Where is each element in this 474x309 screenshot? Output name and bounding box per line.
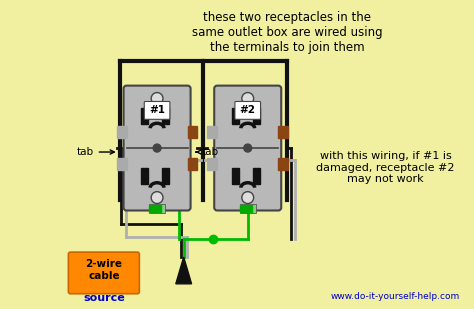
Bar [240,204,255,214]
Bar [278,126,288,138]
Bar [207,126,217,138]
Text: #1: #1 [149,105,165,115]
Text: source: source [83,293,125,303]
Text: tab: tab [196,147,219,157]
Bar [188,158,198,170]
Bar [162,108,169,124]
Text: www.do-it-yourself-help.com: www.do-it-yourself-help.com [330,292,460,301]
Bar [162,168,169,184]
Text: these two receptacles in the
same outlet box are wired using
the terminals to jo: these two receptacles in the same outlet… [192,11,383,54]
Bar [141,168,148,184]
Circle shape [244,144,252,152]
FancyBboxPatch shape [235,101,261,119]
Circle shape [153,144,161,152]
Polygon shape [176,257,191,284]
FancyBboxPatch shape [124,86,191,210]
Circle shape [242,192,254,204]
Bar [232,108,239,124]
FancyBboxPatch shape [144,101,170,119]
Bar [240,205,252,213]
Text: 2-wire
cable: 2-wire cable [85,259,122,281]
Bar [253,168,260,184]
Bar [141,108,148,124]
Bar [207,158,217,170]
FancyBboxPatch shape [68,252,139,294]
Bar [232,168,239,184]
Bar [149,205,161,213]
Bar [117,126,127,138]
Bar [188,126,198,138]
FancyBboxPatch shape [214,86,281,210]
Bar [253,108,260,124]
Text: tab: tab [77,147,114,157]
Bar [149,204,165,214]
Text: with this wiring, if #1 is
damaged, receptacle #2
may not work: with this wiring, if #1 is damaged, rece… [317,151,455,184]
Bar [117,158,127,170]
Circle shape [151,192,163,204]
Circle shape [151,93,163,104]
Text: #2: #2 [240,105,256,115]
Bar [278,158,288,170]
Circle shape [242,93,254,104]
